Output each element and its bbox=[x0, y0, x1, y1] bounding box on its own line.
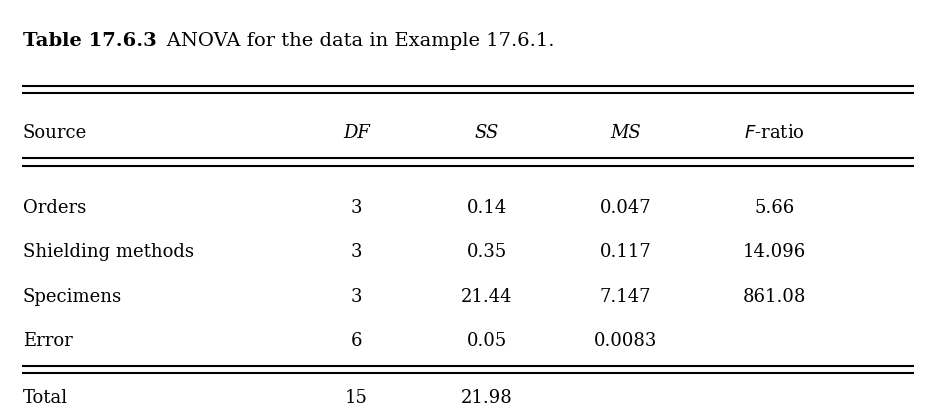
Text: 14.096: 14.096 bbox=[742, 243, 806, 261]
Text: SS: SS bbox=[475, 124, 499, 142]
Text: 15: 15 bbox=[345, 389, 368, 407]
Text: 6: 6 bbox=[351, 332, 362, 350]
Text: 0.0083: 0.0083 bbox=[594, 332, 657, 350]
Text: DF: DF bbox=[344, 124, 370, 142]
Text: 0.35: 0.35 bbox=[466, 243, 506, 261]
Text: MS: MS bbox=[610, 124, 641, 142]
Text: Specimens: Specimens bbox=[22, 288, 122, 306]
Text: 0.14: 0.14 bbox=[466, 199, 506, 217]
Text: Table 17.6.3: Table 17.6.3 bbox=[22, 32, 156, 50]
Text: 861.08: 861.08 bbox=[742, 288, 806, 306]
Text: 5.66: 5.66 bbox=[754, 199, 795, 217]
Text: 3: 3 bbox=[351, 288, 362, 306]
Text: 3: 3 bbox=[351, 243, 362, 261]
Text: 3: 3 bbox=[351, 199, 362, 217]
Text: Total: Total bbox=[22, 389, 67, 407]
Text: Error: Error bbox=[22, 332, 72, 350]
Text: 0.117: 0.117 bbox=[600, 243, 651, 261]
Text: 0.05: 0.05 bbox=[466, 332, 506, 350]
Text: ANOVA for the data in Example 17.6.1.: ANOVA for the data in Example 17.6.1. bbox=[148, 32, 554, 50]
Text: 0.047: 0.047 bbox=[600, 199, 651, 217]
Text: 21.44: 21.44 bbox=[461, 288, 512, 306]
Text: 21.98: 21.98 bbox=[461, 389, 512, 407]
Text: 7.147: 7.147 bbox=[600, 288, 651, 306]
Text: Shielding methods: Shielding methods bbox=[22, 243, 194, 261]
Text: Orders: Orders bbox=[22, 199, 86, 217]
Text: Source: Source bbox=[22, 124, 87, 142]
Text: $\mathit{F}$-ratio: $\mathit{F}$-ratio bbox=[744, 124, 804, 142]
